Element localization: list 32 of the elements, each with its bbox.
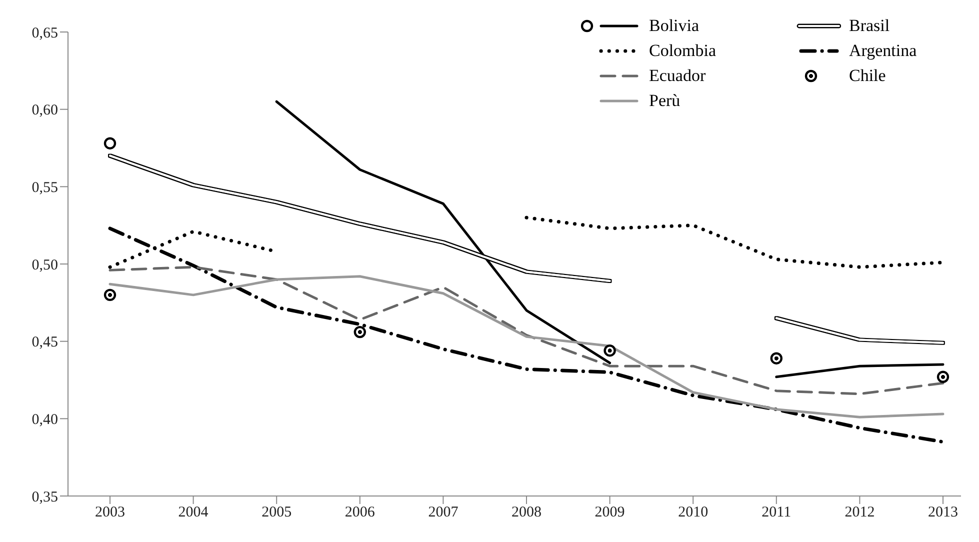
x-tick-label: 2013 [928, 504, 958, 521]
x-tick-label: 2008 [512, 504, 542, 521]
y-tick-label: 0,60 [32, 102, 58, 119]
x-tick-label: 2006 [344, 504, 376, 521]
y-tick-label: 0,55 [32, 180, 58, 196]
point [104, 288, 116, 302]
x-tick-label: 2010 [678, 504, 708, 521]
legend-label: Argentina [849, 41, 917, 61]
x-tick-label: 2012 [844, 504, 875, 521]
y-tick-label: 0,45 [32, 334, 58, 351]
legend-label: Bolivia [649, 16, 700, 36]
x-tick-label: 2011 [762, 504, 792, 521]
point [354, 326, 366, 338]
x-tick-label: 2007 [428, 504, 459, 521]
point [104, 137, 116, 150]
line-series [108, 275, 944, 418]
x-tick-label: 2003 [95, 504, 125, 521]
point [770, 352, 782, 364]
x-tick-label: 2004 [178, 504, 209, 521]
legend-label: Colombia [649, 41, 716, 61]
y-tick-label: 0,40 [32, 412, 58, 428]
legend-label: Chile [849, 66, 886, 86]
legend-label: Ecuador [649, 66, 706, 86]
y-tick-label: 0,50 [32, 257, 58, 274]
point [604, 344, 616, 357]
point [936, 370, 950, 384]
y-tick-label: 0,35 [32, 489, 58, 506]
legend-label: Perù [649, 91, 680, 111]
x-tick-label: 2009 [594, 504, 625, 521]
x-tick-label: 2005 [262, 504, 292, 521]
legend-label: Brasil [849, 16, 890, 36]
y-tick-label: 0,65 [32, 25, 58, 42]
